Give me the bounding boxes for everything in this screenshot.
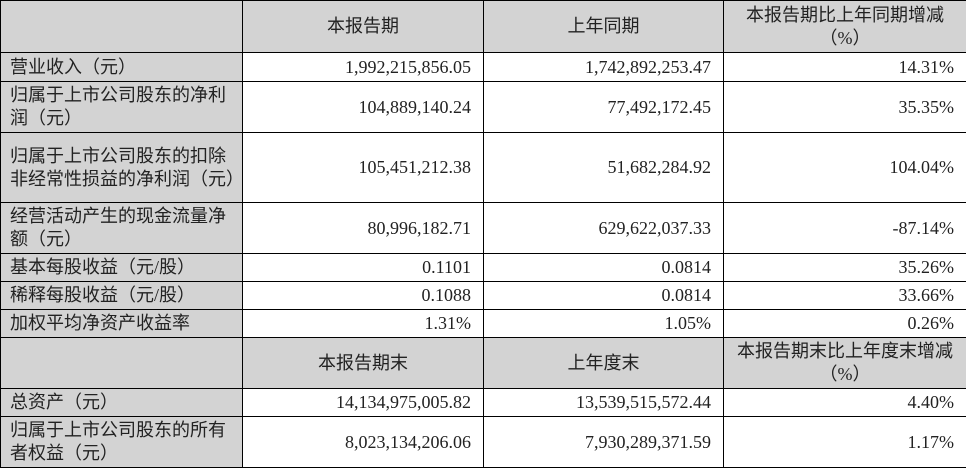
col-header-period-change: 本报告期比上年同期增减（%） bbox=[724, 1, 966, 53]
diluted-eps-current-value: 0.1088 bbox=[243, 282, 484, 310]
net-profit-change-value: 35.35% bbox=[724, 82, 966, 133]
total-assets-change-value: 4.40% bbox=[724, 389, 966, 417]
col-header-period-end-change: 本报告期末比上年度末增减（%） bbox=[724, 338, 966, 389]
table-row-total-assets: 总资产（元） 14,134,975,005.82 13,539,515,572.… bbox=[1, 389, 966, 417]
net-profit-current-value: 104,889,140.24 bbox=[243, 82, 484, 133]
equity-current-value: 8,023,134,206.06 bbox=[243, 417, 484, 468]
row-label-net-profit-excl-nonrecurring: 归属于上市公司股东的扣除非经常性损益的净利润（元） bbox=[1, 133, 243, 203]
revenue-prior-value: 1,742,892,253.47 bbox=[484, 53, 724, 82]
col-header-prior-period: 上年同期 bbox=[484, 1, 724, 53]
col-header-current-period: 本报告期 bbox=[243, 1, 484, 53]
net-profit-excl-prior-value: 51,682,284.92 bbox=[484, 133, 724, 203]
net-profit-prior-value: 77,492,172.45 bbox=[484, 82, 724, 133]
net-profit-excl-change-value: 104.04% bbox=[724, 133, 966, 203]
equity-change-value: 1.17% bbox=[724, 417, 966, 468]
roe-prior-value: 1.05% bbox=[484, 310, 724, 338]
cash-flow-prior-value: 629,622,037.33 bbox=[484, 203, 724, 254]
basic-eps-current-value: 0.1101 bbox=[243, 254, 484, 282]
table-row-operating-cash-flow: 经营活动产生的现金流量净额（元） 80,996,182.71 629,622,0… bbox=[1, 203, 966, 254]
roe-change-value: 0.26% bbox=[724, 310, 966, 338]
basic-eps-prior-value: 0.0814 bbox=[484, 254, 724, 282]
table-row-net-profit-attributable: 归属于上市公司股东的净利润（元） 104,889,140.24 77,492,1… bbox=[1, 82, 966, 133]
table-row-net-profit-excl-nonrecurring: 归属于上市公司股东的扣除非经常性损益的净利润（元） 105,451,212.38… bbox=[1, 133, 966, 203]
diluted-eps-prior-value: 0.0814 bbox=[484, 282, 724, 310]
table-row-basic-eps: 基本每股收益（元/股） 0.1101 0.0814 35.26% bbox=[1, 254, 966, 282]
row-label-weighted-avg-roe: 加权平均净资产收益率 bbox=[1, 310, 243, 338]
row-label-shareholders-equity: 归属于上市公司股东的所有者权益（元） bbox=[1, 417, 243, 468]
row-label-total-assets: 总资产（元） bbox=[1, 389, 243, 417]
basic-eps-change-value: 35.26% bbox=[724, 254, 966, 282]
revenue-change-value: 14.31% bbox=[724, 53, 966, 82]
table-row-weighted-avg-roe: 加权平均净资产收益率 1.31% 1.05% 0.26% bbox=[1, 310, 966, 338]
period-header-blank-cell bbox=[1, 1, 243, 53]
period-end-header-row: 本报告期末 上年度末 本报告期末比上年度末增减（%） bbox=[1, 338, 966, 389]
total-assets-prior-value: 13,539,515,572.44 bbox=[484, 389, 724, 417]
table-row-revenue: 营业收入（元） 1,992,215,856.05 1,742,892,253.4… bbox=[1, 53, 966, 82]
diluted-eps-change-value: 33.66% bbox=[724, 282, 966, 310]
row-label-basic-eps: 基本每股收益（元/股） bbox=[1, 254, 243, 282]
row-label-diluted-eps: 稀释每股收益（元/股） bbox=[1, 282, 243, 310]
revenue-current-value: 1,992,215,856.05 bbox=[243, 53, 484, 82]
net-profit-excl-current-value: 105,451,212.38 bbox=[243, 133, 484, 203]
row-label-net-profit-attributable: 归属于上市公司股东的净利润（元） bbox=[1, 82, 243, 133]
table-row-diluted-eps: 稀释每股收益（元/股） 0.1088 0.0814 33.66% bbox=[1, 282, 966, 310]
cash-flow-change-value: -87.14% bbox=[724, 203, 966, 254]
roe-current-value: 1.31% bbox=[243, 310, 484, 338]
row-label-operating-cash-flow: 经营活动产生的现金流量净额（元） bbox=[1, 203, 243, 254]
table-row-shareholders-equity: 归属于上市公司股东的所有者权益（元） 8,023,134,206.06 7,93… bbox=[1, 417, 966, 468]
col-header-current-period-end: 本报告期末 bbox=[243, 338, 484, 389]
cash-flow-current-value: 80,996,182.71 bbox=[243, 203, 484, 254]
period-end-header-blank-cell bbox=[1, 338, 243, 389]
period-header-row: 本报告期 上年同期 本报告期比上年同期增减（%） bbox=[1, 1, 966, 53]
col-header-prior-year-end: 上年度末 bbox=[484, 338, 724, 389]
total-assets-current-value: 14,134,975,005.82 bbox=[243, 389, 484, 417]
row-label-revenue: 营业收入（元） bbox=[1, 53, 243, 82]
equity-prior-value: 7,930,289,371.59 bbox=[484, 417, 724, 468]
